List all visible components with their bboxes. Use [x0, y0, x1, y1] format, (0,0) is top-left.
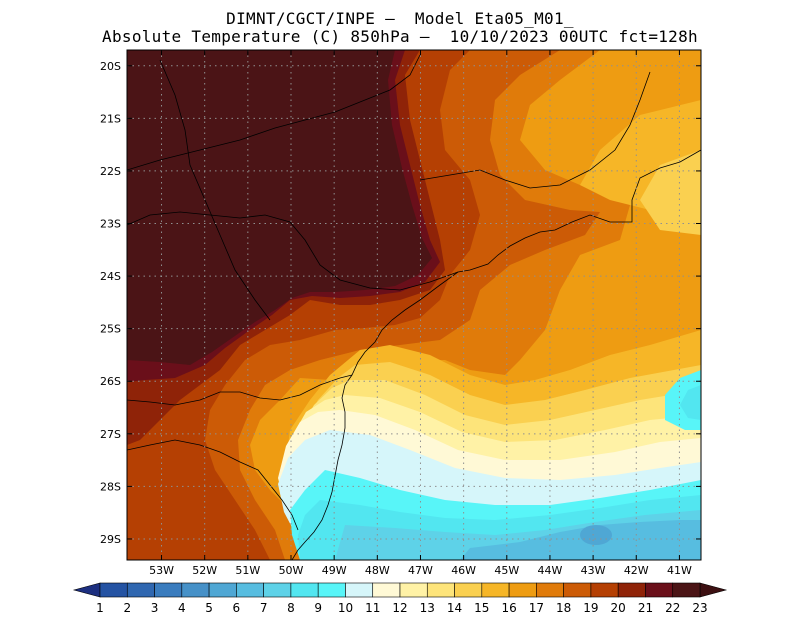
colorbar-label: 7 [260, 601, 268, 615]
colorbar-swatch [236, 582, 264, 598]
lat-tick-label: 23S [100, 218, 121, 231]
colorbar-swatch [399, 582, 428, 598]
colorbar-label: 2 [123, 601, 131, 615]
lon-tick-label: 47W [408, 564, 433, 577]
map-title-line-2: Absolute Temperature (C) 850hPa – 10/10/… [102, 27, 698, 46]
lon-tick-label: 44W [538, 564, 563, 577]
field-band-23 [127, 50, 432, 365]
colorbar-swatch [372, 582, 401, 598]
colorbar-label: 15 [474, 601, 489, 615]
lat-tick-label: 27S [100, 428, 121, 441]
lon-tick-label: 48W [365, 564, 390, 577]
lat-tick-label: 24S [100, 270, 121, 283]
colorbar-label: 6 [233, 601, 241, 615]
lat-tick-label: 29S [100, 533, 121, 546]
colorbar-swatch [345, 582, 374, 598]
colorbar-label: 5 [205, 601, 213, 615]
state-border-pr-sc [127, 374, 353, 406]
lat-tick-label: 22S [100, 165, 121, 178]
lon-tick-label: 46W [451, 564, 476, 577]
colorbar-swatch [290, 582, 319, 598]
lat-tick-label: 28S [100, 480, 121, 493]
temperature-field [127, 50, 701, 560]
colorbar-swatch [99, 582, 128, 598]
lon-tick-label: 51W [235, 564, 260, 577]
lon-tick-label: 41W [667, 564, 692, 577]
colorbar-label: 20 [611, 601, 626, 615]
colorbar-swatch [454, 582, 483, 598]
colorbar-label: 10 [338, 601, 353, 615]
colorbar-label: 4 [178, 601, 186, 615]
colorbar-swatch [617, 582, 646, 598]
colorbar-label: 11 [365, 601, 380, 615]
lat-tick-label: 25S [100, 323, 121, 336]
colorbar-swatch [481, 582, 510, 598]
colorbar-swatch [263, 582, 292, 598]
colorbar-swatch [317, 582, 346, 598]
field-band-15 [640, 150, 701, 235]
colorbar-swatch [536, 582, 564, 598]
colorbar-label: 21 [638, 601, 653, 615]
coastline [291, 149, 701, 560]
colorbar-label: 14 [447, 601, 462, 615]
lon-tick-label: 43W [581, 564, 606, 577]
colorbar-label: 23 [692, 601, 707, 615]
colorbar-label: 9 [314, 601, 322, 615]
plot-frame [126, 49, 702, 561]
colorbar-label: 1 [96, 601, 104, 615]
colorbar-label: 17 [529, 601, 544, 615]
colorbar-swatch [126, 582, 155, 598]
colorbar-label: 19 [583, 601, 598, 615]
colorbar-label: 13 [420, 601, 435, 615]
colorbar-swatch [181, 582, 210, 598]
colorbar-label: 8 [287, 601, 295, 615]
political-boundaries [127, 54, 701, 560]
lon-tick-label: 53W [149, 564, 174, 577]
colorbar-swatch [154, 582, 183, 598]
state-border-sp-pr [127, 211, 459, 291]
lon-tick-label: 52W [192, 564, 217, 577]
colorbar-swatch [645, 582, 674, 598]
colorbar-label: 18 [556, 601, 571, 615]
map-title-line-1: DIMNT/CGCT/INPE – Model Eta05_M01_ [226, 9, 574, 28]
colorbar-label: 22 [665, 601, 680, 615]
state-border-mg-rj [419, 71, 651, 189]
state-border-sc-rs [127, 439, 299, 531]
colorbar: 1 2 3 4 5 6 7 8 9 10 11 12 13 14 15 16 17 18 19 20 21 22 23 [72, 582, 728, 615]
colorbar-swatch [508, 582, 537, 598]
colorbar-swatch [208, 582, 237, 598]
grid-lines [127, 50, 701, 560]
colorbar-swatch [426, 582, 455, 598]
lon-tick-label: 49W [322, 564, 347, 577]
lon-tick-label: 45W [494, 564, 519, 577]
lon-tick-label: 50W [279, 564, 304, 577]
colorbar-label: 16 [501, 601, 516, 615]
colorbar-swatch [563, 582, 592, 598]
lat-tick-label: 26S [100, 375, 121, 388]
field-band-7 [460, 520, 701, 560]
colorbar-high-arrow [699, 582, 728, 598]
lon-tick-label: 42W [624, 564, 649, 577]
lat-tick-label: 21S [100, 112, 121, 125]
colorbar-label: 12 [392, 601, 407, 615]
lat-tick-label: 20S [100, 60, 121, 73]
colorbar-low-arrow [72, 582, 101, 598]
field-band-6 [580, 525, 612, 545]
field-band-9b [680, 385, 701, 420]
colorbar-swatch [590, 582, 619, 598]
colorbar-label: 3 [151, 601, 159, 615]
colorbar-swatch [672, 582, 701, 598]
axis-ticks: 20S 21S 22S 23S 24S 25S 26S 27S 28S 29S 53W 52W 51W 5… [100, 50, 701, 577]
state-border-sp-mg [127, 54, 421, 171]
